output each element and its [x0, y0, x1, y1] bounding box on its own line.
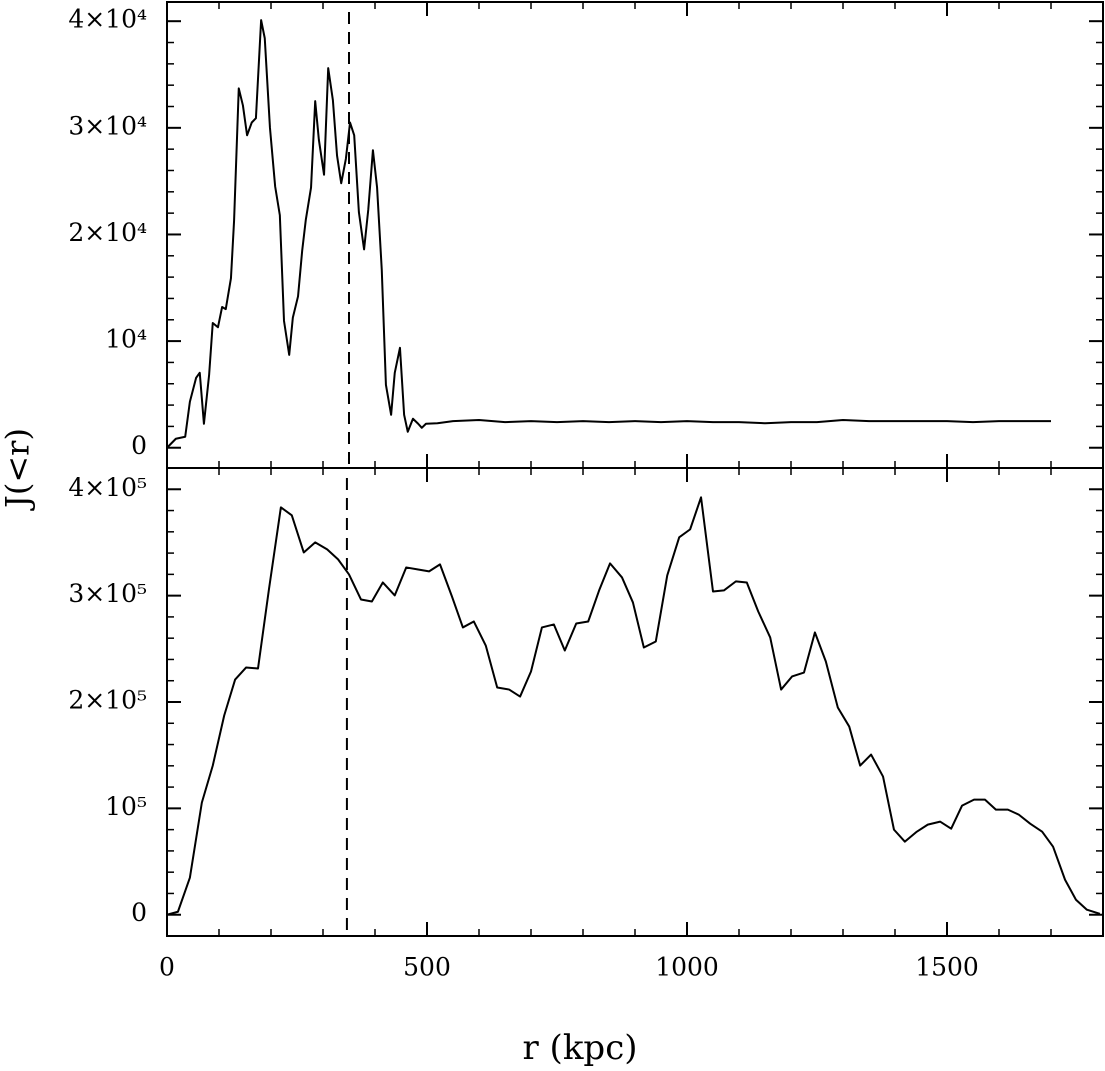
- data-line: [166, 496, 1101, 916]
- x-tick-label: 0: [159, 953, 175, 982]
- y-tick-label: 0: [131, 898, 147, 927]
- y-tick-label: 4×10⁴: [68, 5, 147, 34]
- y-tick-label: 10⁵: [105, 792, 147, 821]
- plot-frame: [166, 467, 1104, 937]
- plot-frame: [166, 1, 1104, 469]
- data-line: [166, 19, 1051, 449]
- x-tick-label: 500: [403, 953, 451, 982]
- y-axis-label: J(<r): [0, 428, 37, 511]
- x-tick-label: 1500: [915, 953, 979, 982]
- y-tick-label: 3×10⁵: [68, 579, 147, 608]
- y-tick-label: 4×10⁵: [68, 473, 147, 502]
- y-tick-label: 0: [131, 431, 147, 460]
- y-tick-label: 10⁴: [105, 325, 147, 354]
- y-tick-label: 3×10⁴: [68, 111, 147, 140]
- y-tick-label: 2×10⁵: [68, 686, 147, 715]
- x-axis-label: r (kpc): [523, 1028, 638, 1068]
- y-tick-label: 2×10⁴: [68, 218, 147, 247]
- x-tick-label: 1000: [655, 953, 719, 982]
